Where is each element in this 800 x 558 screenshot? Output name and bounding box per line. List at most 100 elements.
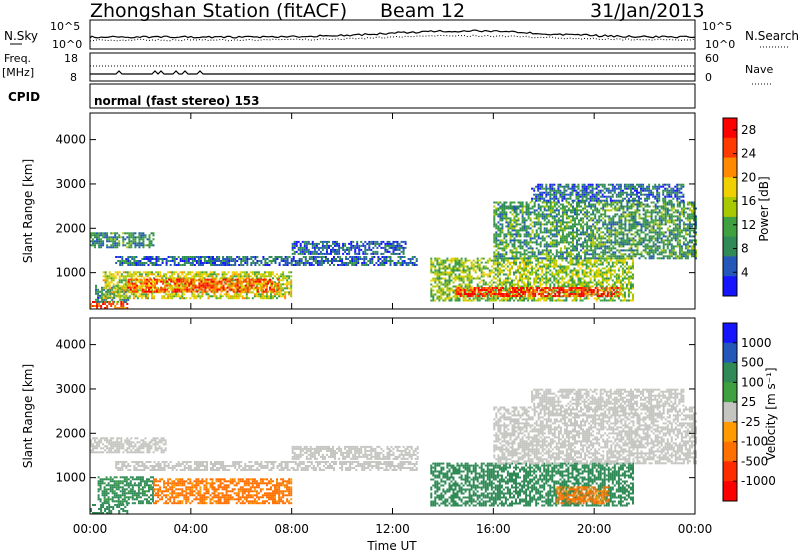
scatter-cell xyxy=(129,282,132,285)
scatter-cell xyxy=(210,264,212,266)
scatter-cell xyxy=(328,240,330,243)
scatter-cell xyxy=(578,253,580,256)
scatter-cell xyxy=(165,273,168,276)
scatter-cell xyxy=(565,293,568,296)
scatter-cell xyxy=(547,243,550,246)
scatter-cell xyxy=(576,201,578,204)
scatter-cell xyxy=(142,293,145,296)
scatter-cell xyxy=(288,287,291,290)
scatter-cell xyxy=(102,271,105,274)
scatter-cell xyxy=(480,279,483,282)
scatter-cell xyxy=(571,277,574,280)
scatter-cell xyxy=(151,273,153,276)
scatter-cell xyxy=(476,297,479,300)
scatter-cell xyxy=(442,277,445,280)
scatter-cell xyxy=(212,258,214,260)
scatter-cell xyxy=(505,291,508,293)
scatter-cell xyxy=(494,269,497,272)
scatter-cell xyxy=(551,299,554,302)
scatter-cell xyxy=(358,248,361,251)
scatter-cell xyxy=(268,260,271,262)
scatter-cell xyxy=(499,239,502,242)
scatter-cell xyxy=(179,275,182,278)
scatter-cell xyxy=(504,273,507,276)
scatter-cell xyxy=(330,252,332,255)
scatter-cell xyxy=(577,271,580,274)
scatter-cell xyxy=(383,260,386,262)
scatter-cell xyxy=(110,240,113,243)
scatter-cell xyxy=(350,242,353,245)
scatter-cell xyxy=(210,288,213,291)
scatter-cell xyxy=(545,267,548,270)
scatter-cell xyxy=(617,297,620,300)
scatter-cell xyxy=(122,240,125,243)
scatter-cell xyxy=(584,293,587,295)
scatter-cell xyxy=(390,244,393,247)
scatter-cell xyxy=(446,279,449,282)
scatter-cell xyxy=(464,259,467,262)
scatter-cell xyxy=(492,275,495,278)
scatter-cell xyxy=(321,242,324,245)
scatter-cell xyxy=(515,215,518,218)
scatter-cell xyxy=(623,259,626,262)
scatter-cell xyxy=(547,249,550,252)
scatter-cell xyxy=(541,275,544,278)
scatter-cell xyxy=(601,257,604,260)
scatter-cell xyxy=(96,234,98,237)
scatter-cell xyxy=(506,279,509,282)
scatter-cell xyxy=(116,295,119,298)
scatter-cell xyxy=(525,241,528,244)
scatter-cell xyxy=(212,286,215,289)
scatter-cell xyxy=(232,258,235,260)
scatter-cell xyxy=(499,241,502,244)
scatter-cell xyxy=(476,257,479,260)
scatter-cell xyxy=(490,299,493,302)
scatter-cell xyxy=(563,265,566,268)
power-data xyxy=(90,183,697,309)
scatter-cell xyxy=(238,278,241,281)
scatter-cell xyxy=(549,241,552,244)
scatter-cell xyxy=(466,269,469,272)
scatter-cell xyxy=(610,287,613,289)
scatter-cell xyxy=(527,281,530,284)
scatter-cell xyxy=(527,207,530,210)
scatter-cell xyxy=(499,227,502,230)
scatter-cell xyxy=(304,260,307,262)
scatter-cell xyxy=(173,260,176,262)
scatter-cell xyxy=(170,278,173,281)
scatter-cell xyxy=(557,213,560,216)
scatter-cell xyxy=(557,265,560,268)
scatter-cell xyxy=(525,239,528,242)
scatter-cell xyxy=(497,227,500,230)
scatter-cell xyxy=(252,284,255,287)
scatter-cell xyxy=(148,236,151,239)
scatter-cell xyxy=(305,244,308,247)
scatter-cell xyxy=(573,283,576,286)
scatter-cell xyxy=(565,249,568,252)
scatter-cell xyxy=(580,219,582,222)
scatter-cell xyxy=(122,289,125,292)
nsky-label: N.Sky xyxy=(4,29,38,43)
scatter-cell xyxy=(611,297,614,300)
scatter-cell xyxy=(539,245,542,248)
scatter-cell xyxy=(290,289,293,292)
scatter-cell xyxy=(104,234,107,237)
scatter-cell xyxy=(486,261,489,264)
scatter-cell xyxy=(533,209,536,212)
scatter-cell xyxy=(553,225,556,228)
scatter-cell xyxy=(463,289,466,291)
scatter-cell xyxy=(183,277,186,280)
scatter-cell xyxy=(236,284,239,287)
scatter-cell xyxy=(139,262,142,264)
scatter-cell xyxy=(148,242,151,245)
scatter-cell xyxy=(574,209,576,212)
scatter-cell xyxy=(605,261,608,264)
scatter-cell xyxy=(519,257,521,260)
scatter-cell xyxy=(238,264,241,266)
nsky-line xyxy=(89,29,696,39)
scatter-cell xyxy=(525,269,528,272)
scatter-cell xyxy=(632,295,634,298)
scatter-cell xyxy=(470,291,473,294)
scatter-cell xyxy=(508,293,510,295)
scatter-cell xyxy=(553,201,556,204)
